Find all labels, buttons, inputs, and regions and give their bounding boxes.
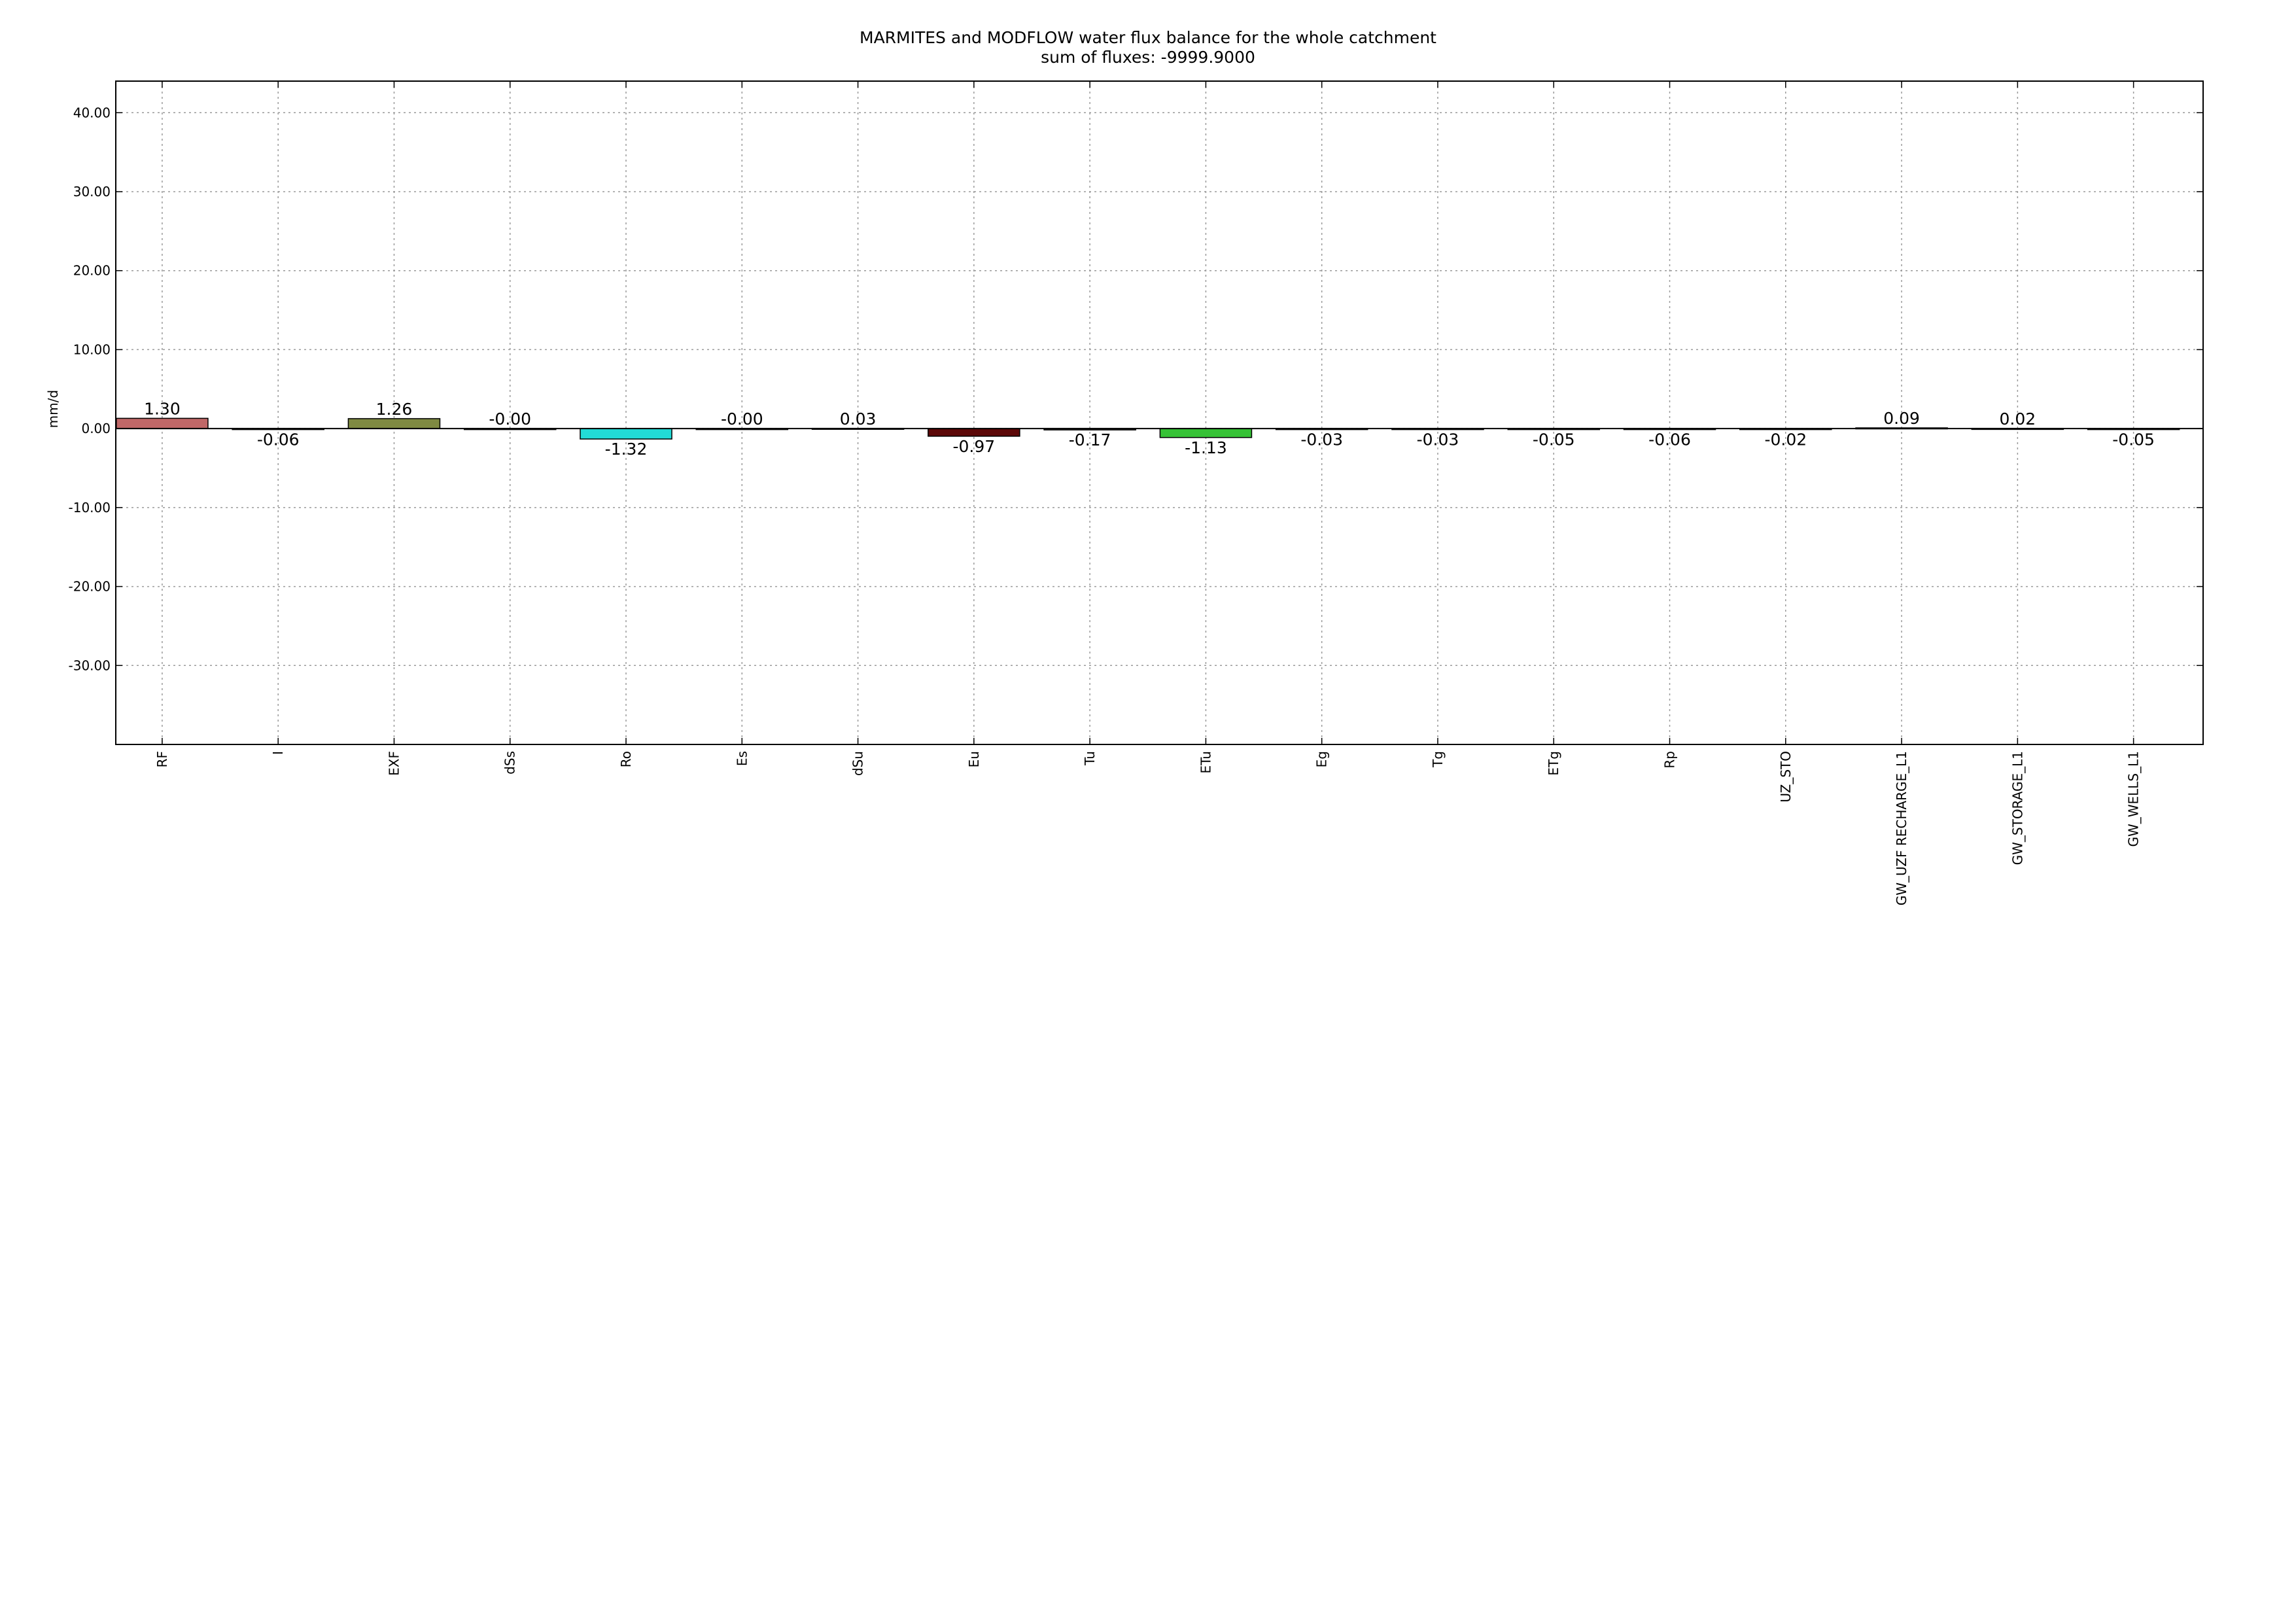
- value-label: 1.26: [376, 400, 413, 419]
- grid-lines: [116, 81, 2203, 744]
- x-tick-label: UZ_STO: [1778, 751, 1794, 803]
- value-label: 1.30: [144, 399, 181, 418]
- y-tick-label: 0.00: [81, 421, 111, 436]
- value-label: -0.05: [1533, 430, 1575, 449]
- chart-title: MARMITES and MODFLOW water flux balance …: [860, 28, 1436, 47]
- value-label: -0.06: [1648, 430, 1691, 449]
- value-label: -0.05: [2112, 430, 2155, 449]
- bar-ETu: [1159, 428, 1253, 438]
- value-label: 0.02: [2000, 410, 2036, 428]
- y-axis-ticks: 40.00 30.00 20.00 10.00 0.00 -10.00 -20.00 -30.…: [69, 105, 2203, 673]
- value-label: -0.06: [257, 430, 300, 449]
- x-tick-label: dSu: [850, 751, 866, 776]
- y-tick-label: 10.00: [73, 341, 111, 357]
- bar-EXF: [347, 418, 441, 429]
- y-tick-label: -10.00: [69, 500, 111, 515]
- x-tick-label: GW_STORAGE_L1: [2009, 751, 2025, 865]
- x-axis-ticks: RF I EXF dSs Ro Es dSu Eu Tu ETu Eg Tg ETg Rp UZ_STO GW…: [154, 81, 2142, 905]
- x-tick-label: Eu: [966, 751, 982, 767]
- x-tick-label: ETg: [1546, 751, 1561, 776]
- value-label: -0.17: [1069, 430, 1111, 449]
- y-tick-label: -20.00: [69, 579, 111, 595]
- x-tick-label: RF: [154, 751, 170, 767]
- value-label: -1.32: [605, 440, 648, 459]
- y-tick-label: 40.00: [73, 105, 111, 120]
- bar-Ro: [580, 428, 672, 440]
- value-label: -0.00: [489, 410, 531, 428]
- x-tick-label: EXF: [386, 751, 402, 776]
- x-tick-label: dSs: [502, 751, 518, 775]
- x-tick-label: Eg: [1314, 751, 1330, 767]
- value-label: -0.97: [953, 437, 996, 456]
- x-tick-label: ETu: [1198, 751, 1213, 774]
- chart-subtitle: sum of fluxes: -9999.9000: [1041, 48, 1255, 67]
- value-label: -0.03: [1300, 430, 1343, 449]
- value-label: -0.02: [1764, 430, 1807, 449]
- x-tick-label: Ro: [618, 751, 634, 767]
- value-label: 0.09: [1883, 409, 1920, 428]
- value-labels: 1.30 -0.06 1.26 -0.00 -1.32 -0.00 0.03 -0.97 -0.…: [144, 399, 2155, 459]
- bar-Eu: [928, 428, 1020, 437]
- x-tick-label: I: [270, 751, 286, 755]
- value-label: -0.00: [721, 410, 763, 428]
- y-axis-label: mm/d: [45, 390, 61, 428]
- x-tick-label: Tg: [1430, 751, 1446, 768]
- x-tick-label: Rp: [1662, 751, 1678, 769]
- y-tick-label: -30.00: [69, 657, 111, 673]
- value-label: -1.13: [1185, 438, 1227, 457]
- plot-frame: [115, 80, 2204, 745]
- x-tick-label: GW_WELLS_L1: [2126, 751, 2142, 847]
- bar-RF: [116, 417, 209, 429]
- x-tick-label: GW_UZF RECHARGE_L1: [1894, 751, 1909, 905]
- x-tick-label: Es: [734, 751, 750, 766]
- value-label: -0.03: [1417, 430, 1459, 449]
- x-tick-label: Tu: [1082, 751, 1098, 766]
- y-tick-label: 30.00: [73, 184, 111, 200]
- value-label: 0.03: [840, 410, 877, 428]
- y-tick-label: 20.00: [73, 263, 111, 279]
